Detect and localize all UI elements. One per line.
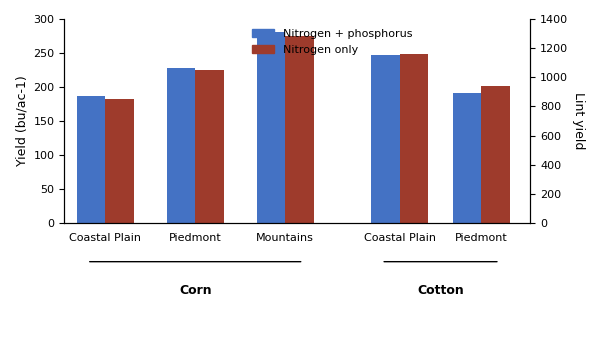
Legend: Nitrogen + phosphorus, Nitrogen only: Nitrogen + phosphorus, Nitrogen only bbox=[247, 24, 416, 59]
Bar bbox=[167, 68, 195, 223]
Text: Corn: Corn bbox=[179, 284, 212, 297]
Bar bbox=[481, 86, 510, 223]
Bar bbox=[453, 93, 481, 223]
Bar bbox=[195, 70, 224, 223]
Text: Cotton: Cotton bbox=[417, 284, 464, 297]
Y-axis label: Yield (bu/ac-1): Yield (bu/ac-1) bbox=[15, 76, 28, 166]
Bar bbox=[105, 99, 134, 223]
Bar bbox=[400, 54, 428, 223]
Bar bbox=[371, 55, 400, 223]
Y-axis label: Lint yield: Lint yield bbox=[572, 92, 585, 150]
Bar bbox=[257, 32, 285, 223]
Bar bbox=[77, 96, 105, 223]
Bar bbox=[285, 36, 314, 223]
